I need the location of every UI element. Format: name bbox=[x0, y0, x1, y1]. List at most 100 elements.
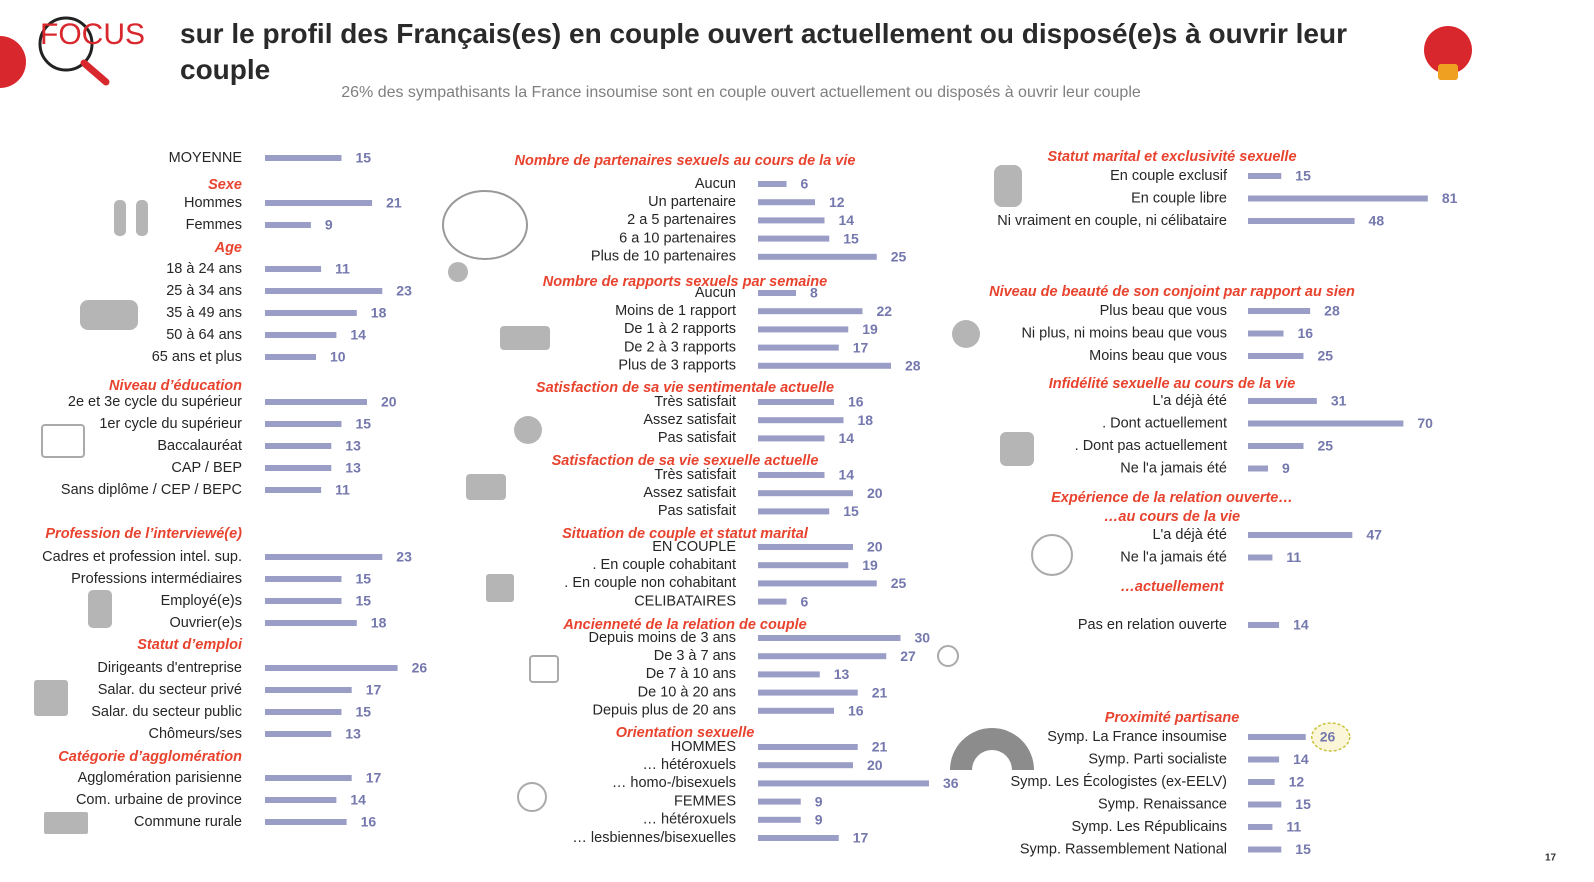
row-label: Commune rurale bbox=[134, 814, 242, 830]
bar bbox=[758, 199, 815, 206]
bar bbox=[1248, 824, 1273, 830]
row-label: En couple exclusif bbox=[1110, 168, 1228, 184]
value-label: 47 bbox=[1366, 527, 1382, 543]
value-label: 16 bbox=[361, 814, 377, 830]
bar bbox=[758, 399, 834, 405]
bar bbox=[1248, 622, 1280, 628]
bar bbox=[1248, 734, 1306, 740]
bar bbox=[758, 344, 839, 351]
value-label: 30 bbox=[915, 630, 931, 646]
icon bbox=[114, 200, 126, 236]
value-label: 25 bbox=[1318, 348, 1334, 364]
value-label: 27 bbox=[900, 648, 916, 664]
section-subheading: …au cours de la vie bbox=[1104, 509, 1240, 525]
value-label: 14 bbox=[839, 467, 855, 483]
value-label: 9 bbox=[815, 793, 823, 809]
bar bbox=[1248, 756, 1280, 763]
value-label: 9 bbox=[325, 217, 333, 233]
row-label: Assez satisfait bbox=[643, 485, 736, 501]
subtitle: 26% des sympathisants la France insoumis… bbox=[341, 84, 1141, 101]
row-label: Un partenaire bbox=[648, 194, 736, 210]
row-label: L'a déjà été bbox=[1152, 527, 1227, 543]
bar bbox=[265, 399, 367, 405]
logo-edge bbox=[0, 36, 26, 88]
value-label: 25 bbox=[891, 575, 907, 591]
row-label: 25 à 34 ans bbox=[166, 283, 242, 299]
icon bbox=[442, 190, 528, 260]
bar bbox=[758, 362, 891, 369]
bar bbox=[758, 580, 877, 587]
row-label: Très satisfait bbox=[654, 467, 736, 483]
row-label: Aucun bbox=[695, 176, 736, 192]
bar bbox=[265, 554, 383, 560]
bar bbox=[1248, 846, 1282, 853]
row-label: Pas satisfait bbox=[658, 503, 736, 519]
bar bbox=[758, 798, 801, 805]
bar bbox=[758, 653, 887, 660]
value-label: 11 bbox=[1286, 819, 1301, 835]
row-label: Cadres et profession intel. sup. bbox=[42, 549, 242, 565]
section-heading: Niveau d’éducation bbox=[109, 378, 242, 394]
bar bbox=[758, 689, 858, 696]
bar bbox=[265, 310, 357, 316]
bar bbox=[265, 288, 383, 294]
value-label: 14 bbox=[1293, 617, 1309, 633]
value-label: 19 bbox=[862, 321, 878, 337]
section-heading: Statut d’emploi bbox=[137, 637, 243, 653]
bar bbox=[265, 465, 332, 471]
row-label: De 7 à 10 ans bbox=[646, 666, 736, 682]
row-label: HOMMES bbox=[671, 739, 736, 755]
icon bbox=[950, 728, 1034, 770]
value-label: 20 bbox=[381, 394, 397, 410]
bar bbox=[758, 508, 830, 515]
row-label: . En couple cohabitant bbox=[593, 557, 737, 573]
value-label: 25 bbox=[1318, 438, 1334, 454]
value-label: 14 bbox=[839, 212, 855, 228]
row-label: Symp. Rassemblement National bbox=[1020, 841, 1227, 857]
bar bbox=[265, 354, 316, 360]
row-label: De 3 à 7 ans bbox=[654, 648, 736, 664]
bar bbox=[1248, 801, 1282, 808]
bar bbox=[265, 797, 337, 803]
row-label: Salar. du secteur privé bbox=[98, 682, 242, 698]
section-heading: Satisfaction de sa vie sexuelle actuelle bbox=[552, 453, 819, 469]
value-label: 17 bbox=[853, 339, 869, 355]
bar bbox=[758, 326, 849, 333]
row-label: . En couple non cohabitant bbox=[564, 575, 736, 591]
row-label: Symp. Renaissance bbox=[1098, 796, 1227, 812]
row-label: Symp. Parti socialiste bbox=[1088, 751, 1227, 767]
bar bbox=[758, 490, 853, 497]
bar bbox=[265, 222, 311, 228]
value-label: 16 bbox=[848, 394, 864, 410]
icon bbox=[994, 165, 1022, 207]
section-heading: Satisfaction de sa vie sentimentale actu… bbox=[536, 380, 834, 396]
value-label: 21 bbox=[872, 739, 888, 755]
value-label: 23 bbox=[396, 283, 412, 299]
bar bbox=[265, 200, 373, 206]
section-heading: Sexe bbox=[208, 177, 242, 193]
value-label: 6 bbox=[801, 593, 809, 609]
icon bbox=[80, 300, 138, 330]
value-label: 14 bbox=[1293, 751, 1309, 767]
value-label: 31 bbox=[1331, 393, 1347, 409]
row-label: Symp. Les Écologistes (ex-EELV) bbox=[1010, 773, 1227, 790]
section-heading: Ancienneté de la relation de couple bbox=[562, 617, 806, 633]
value-label: 10 bbox=[330, 349, 346, 365]
section-heading: Expérience de la relation ouverte… bbox=[1051, 490, 1293, 506]
title: sur le profil des Français(es) en couple… bbox=[180, 18, 1347, 85]
bar bbox=[1248, 398, 1317, 404]
row-label: Hommes bbox=[184, 195, 242, 211]
icon bbox=[466, 474, 506, 500]
icon bbox=[88, 590, 112, 628]
row-label: 35 à 49 ans bbox=[166, 305, 242, 321]
bar bbox=[1248, 443, 1304, 449]
bar bbox=[1248, 173, 1282, 179]
value-label: 6 bbox=[801, 176, 809, 192]
bar bbox=[265, 332, 337, 338]
bar bbox=[265, 155, 342, 161]
row-label: Dirigeants d'entreprise bbox=[97, 660, 242, 676]
value-label: 16 bbox=[848, 703, 864, 719]
section-heading: Proximité partisane bbox=[1105, 710, 1240, 726]
bar bbox=[758, 417, 844, 424]
corner-icon bbox=[1424, 26, 1472, 74]
